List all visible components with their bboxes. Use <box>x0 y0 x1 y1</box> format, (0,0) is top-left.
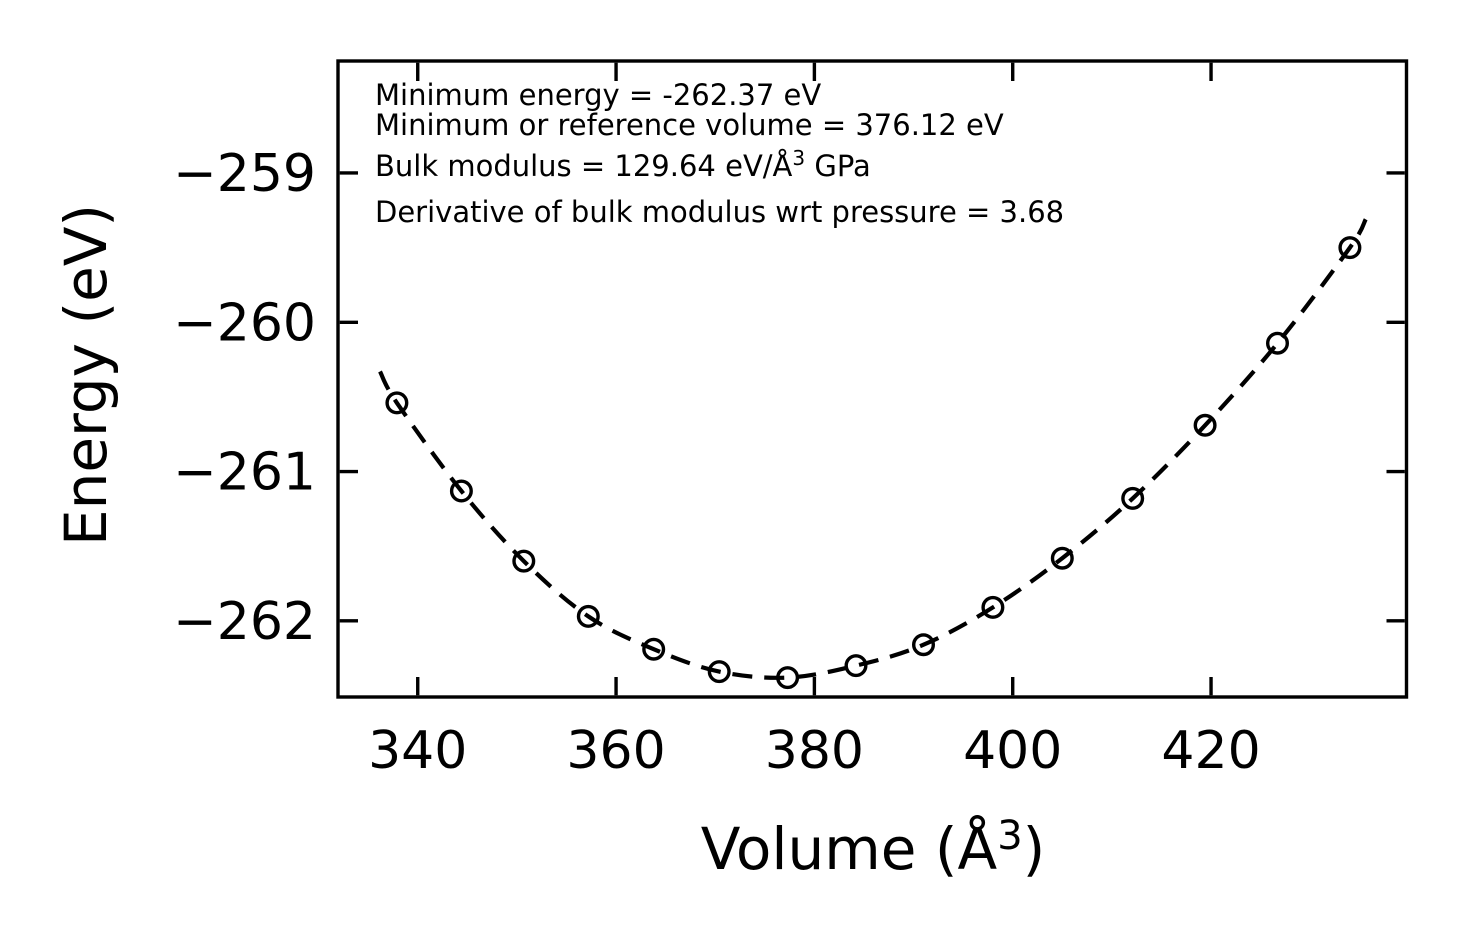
data-point-marker <box>1193 413 1217 437</box>
x-axis-label-close-paren: ) <box>1022 815 1046 883</box>
annotation-minimum-volume: Minimum or reference volume = 376.12 eV <box>375 108 1004 142</box>
data-point-marker <box>776 666 800 690</box>
data-point-marker <box>512 549 536 573</box>
plot-frame <box>336 59 1409 699</box>
annotation-bulk-modulus-superscript: 3 <box>792 146 806 170</box>
x-axis-label: Volume (Å3) <box>700 813 1046 883</box>
x-tick-label: 340 <box>368 721 467 781</box>
x-tick-label: 400 <box>963 721 1062 781</box>
annotation-bulk-modulus-derivative: Derivative of bulk modulus wrt pressure … <box>375 195 1065 229</box>
x-tick-label: 380 <box>765 721 864 781</box>
annotation-bulk-modulus-unit: GPa <box>805 149 871 183</box>
data-point-marker <box>844 654 868 678</box>
eos-fit-curve <box>378 218 1368 680</box>
annotation-bulk-modulus-text: Bulk modulus = 129.64 eV/Å <box>375 149 793 183</box>
data-point-marker <box>981 595 1005 619</box>
x-axis-label-text: Volume (Å <box>700 815 998 883</box>
data-point-marker <box>707 660 731 684</box>
data-point-marker <box>449 479 473 503</box>
data-point-marker <box>912 633 936 657</box>
y-tick-label: −259 <box>173 144 316 204</box>
y-tick-label: −262 <box>173 592 316 652</box>
annotation-minimum-energy: Minimum energy = -262.37 eV <box>375 78 822 112</box>
x-tick-label: 360 <box>566 721 665 781</box>
y-tick-label: −261 <box>173 443 316 503</box>
x-axis-label-superscript: 3 <box>997 813 1023 859</box>
y-tick-label: −260 <box>173 293 316 353</box>
data-point-marker <box>642 637 666 661</box>
y-axis-label: Energy (eV) <box>52 203 120 547</box>
data-point-marker <box>1050 546 1074 570</box>
data-point-marker <box>385 391 409 415</box>
data-point-marker <box>1265 331 1289 355</box>
annotation-bulk-modulus: Bulk modulus = 129.64 eV/Å3 GPa <box>375 148 871 183</box>
fit-parameters-annotation: Minimum energy = -262.37 eV Minimum or r… <box>375 0 1275 260</box>
data-point-marker <box>1338 236 1362 260</box>
data-point-marker <box>1121 486 1145 510</box>
data-point-marker <box>576 604 600 628</box>
x-tick-label: 420 <box>1161 721 1260 781</box>
